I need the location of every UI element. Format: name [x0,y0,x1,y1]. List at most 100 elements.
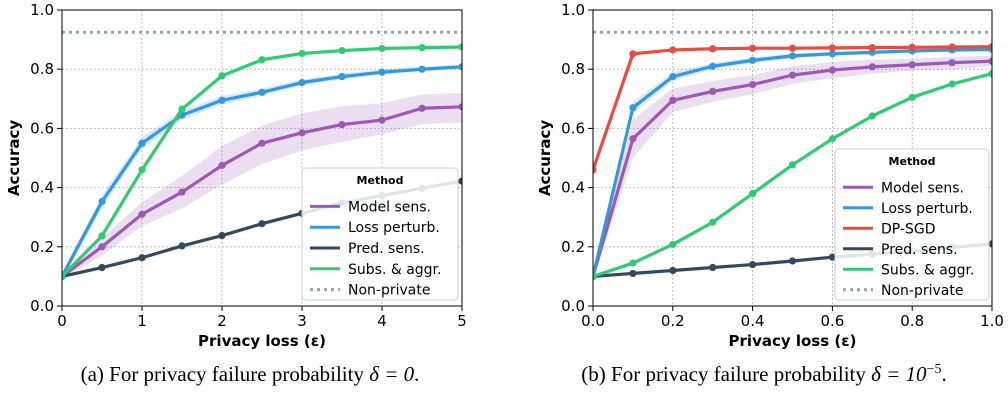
legend-label-subs-aggr: Subs. & aggr. [881,262,974,278]
legend-label-dp-sgd: DP-SGD [881,221,935,237]
data-point-pred-sens [178,242,186,250]
x-tick-label: 0.6 [820,312,844,330]
data-point-pred-sens [258,220,266,228]
legend-label-loss-perturb: Loss perturb. [348,220,440,236]
legend: Method Model sens. Loss perturb. Pred. sens… [301,167,459,301]
y-axis-label: Accuracy [5,120,23,196]
data-point-subs-aggr [62,272,66,280]
data-point-pred-sens [828,253,837,261]
data-point-dp-sgd [988,43,992,51]
data-point-dp-sgd [948,43,956,51]
data-point-dp-sgd [709,45,717,53]
data-point-dp-sgd [629,50,637,58]
y-tick-label: 0.8 [30,60,54,78]
chart-panel-b: 0.0 0.2 0.4 0.6 0.8 1.0 0.0 0.2 0.4 0.6 0.8 1.0 Priv… [536,1,1004,350]
data-point-subs-aggr [629,259,637,267]
data-point-subs-aggr [338,46,346,55]
data-point-loss-perturb [749,56,757,64]
legend-label-model-sens: Model sens. [348,199,431,215]
data-point-model-sens [178,188,186,196]
data-point-pred-sens [669,266,677,275]
data-point-subs-aggr [258,56,266,64]
data-point-model-sens [418,104,426,112]
caption-a-prefix: (a) For privacy failure probability [80,362,370,386]
data-point-loss-perturb [218,96,226,104]
data-point-pred-sens [709,263,717,272]
data-point-dp-sgd [828,44,837,52]
y-tick-label: 0.2 [561,238,585,256]
plot-area [593,30,992,280]
caption-b-suffix: . [941,362,947,386]
y-tick-label: 1.0 [561,1,585,19]
data-point-loss-perturb [669,73,677,81]
y-tick-label: 0.0 [30,297,54,315]
caption-b-math: δ = 10 [871,362,927,386]
data-point-loss-perturb [298,78,306,87]
data-point-pred-sens [749,260,757,269]
data-point-subs-aggr [458,43,462,51]
data-point-model-sens [258,139,266,147]
legend: Method Model sens. Loss perturb. DP-SGD Pred… [834,148,990,301]
legend-label-loss-perturb: Loss perturb. [881,201,973,217]
y-tick-label: 0.8 [561,60,585,78]
legend-title: Method [889,155,936,168]
data-point-subs-aggr [709,218,717,226]
data-point-model-sens [988,57,992,65]
legend-label-pred-sens: Pred. sens. [348,241,425,257]
x-tick-label: 4 [377,312,387,330]
data-point-subs-aggr [988,70,992,78]
caption-b: (b) For privacy failure probability δ = … [520,362,1008,392]
data-point-model-sens [948,59,956,67]
data-point-dp-sgd [868,43,876,52]
caption-a: (a) For privacy failure probability δ = … [20,362,480,392]
y-tick-label: 0.6 [30,119,54,137]
data-point-dp-sgd [788,44,797,52]
data-point-model-sens [749,80,757,89]
data-point-model-sens [138,210,146,218]
data-point-subs-aggr [298,49,306,58]
data-point-model-sens [298,129,306,137]
data-point-subs-aggr [378,44,386,53]
data-point-pred-sens [788,257,797,265]
legend-box [301,167,459,301]
caption-a-suffix: . [414,362,420,386]
data-point-loss-perturb [338,73,346,81]
data-point-pred-sens [98,263,106,272]
data-point-model-sens [629,135,637,143]
data-point-pred-sens [138,254,146,262]
caption-b-prefix: (b) For privacy failure probability [581,362,872,386]
x-tick-label: 2 [217,312,227,330]
x-tick-label: 3 [297,312,307,330]
data-point-model-sens [218,161,226,169]
data-point-model-sens [458,103,462,111]
data-point-loss-perturb [98,197,106,206]
legend-label-pred-sens: Pred. sens. [881,242,958,258]
data-point-pred-sens [629,269,637,278]
data-point-loss-perturb [788,52,797,60]
x-tick-label: 0.2 [661,312,685,330]
x-tick-label: 0.0 [581,312,605,330]
data-point-loss-perturb [709,62,717,70]
x-axis-label: Privacy loss (ε) [729,332,857,350]
data-point-loss-perturb [138,139,146,147]
data-point-dp-sgd [593,166,597,174]
x-tick-label: 0.4 [741,312,765,330]
y-axis-label: Accuracy [536,120,554,196]
data-point-loss-perturb [458,63,462,71]
x-tick-label: 5 [457,312,467,330]
data-point-loss-perturb [828,50,837,58]
y-tick-label: 0.0 [561,297,585,315]
caption-b-exponent: −5 [926,362,942,377]
x-tick-label: 1.0 [980,312,1004,330]
data-point-loss-perturb [629,104,637,112]
data-point-model-sens [908,61,916,69]
y-tick-label: 1.0 [30,1,54,19]
y-tick-label: 0.4 [561,179,585,197]
data-point-model-sens [828,66,837,74]
data-point-subs-aggr [788,161,797,169]
data-point-model-sens [98,243,106,251]
data-point-subs-aggr [418,43,426,52]
y-tick-label: 0.2 [30,238,54,256]
axes-frame [61,9,463,307]
